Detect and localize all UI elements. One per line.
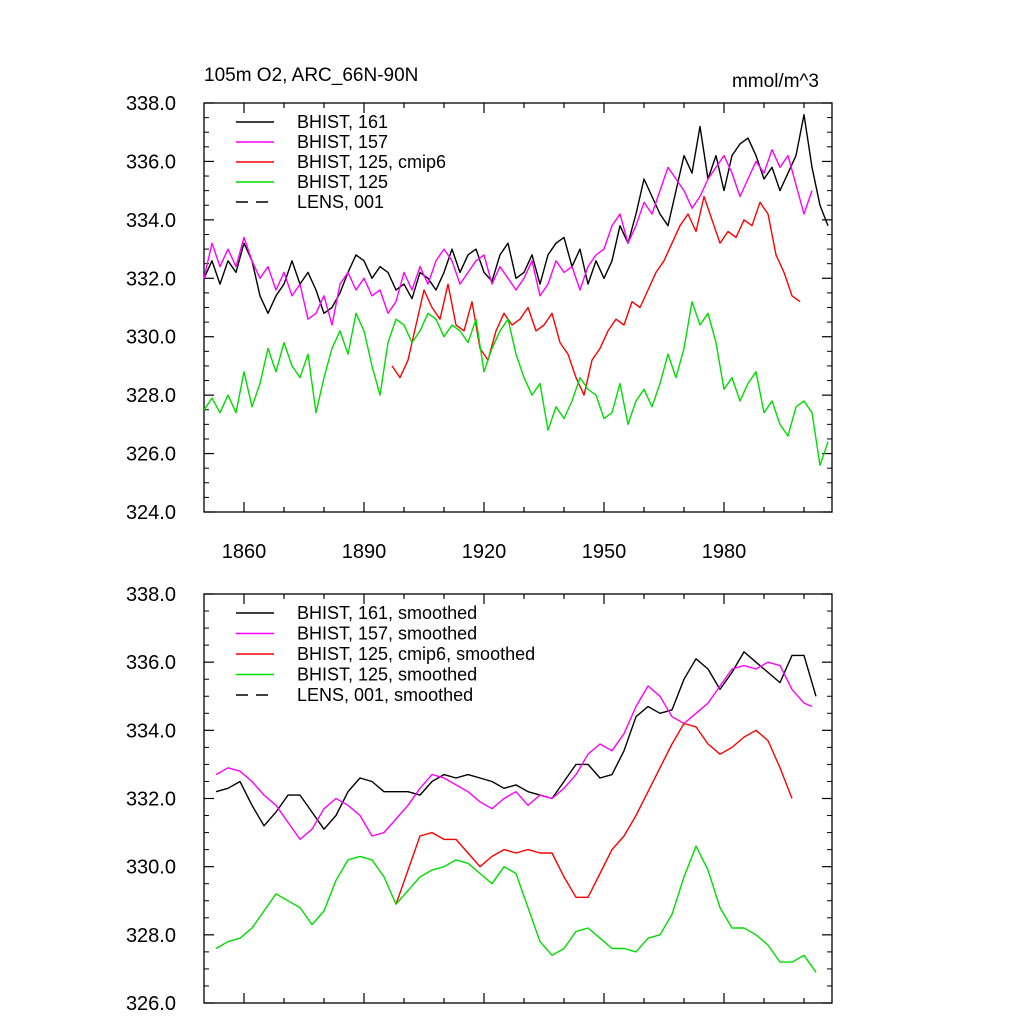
y-tick-label: 332.0 — [126, 268, 176, 290]
x-tick-label: 1980 — [702, 541, 747, 563]
legend-label: BHIST, 125, cmip6, smoothed — [297, 644, 535, 664]
legend-label: LENS, 001, smoothed — [297, 685, 473, 705]
y-tick-label: 334.0 — [126, 720, 176, 742]
series-line — [203, 113, 829, 314]
y-tick-label: 332.0 — [126, 789, 176, 811]
x-tick-label: 1890 — [342, 541, 387, 563]
y-tick-label: 326.0 — [126, 444, 176, 466]
top-title-left: 105m O2, ARC_66N-90N — [204, 65, 418, 86]
legend-label: BHIST, 125, cmip6 — [297, 152, 446, 172]
y-tick-label: 334.0 — [126, 210, 176, 232]
y-tick-label: 336.0 — [126, 151, 176, 173]
legend-label: BHIST, 157, smoothed — [297, 624, 477, 644]
series-line — [395, 722, 793, 905]
top-title-right: mmol/m^3 — [732, 71, 819, 92]
y-tick-label: 338.0 — [126, 584, 176, 606]
x-tick-label: 1920 — [462, 541, 507, 563]
y-tick-label: 330.0 — [126, 327, 176, 349]
series-line — [215, 651, 817, 830]
top-panel: 105m O2, ARC_66N-90N mmol/m^3 324.0 326.0… — [126, 65, 833, 563]
series-line — [203, 148, 813, 326]
y-tick-label: 328.0 — [126, 385, 176, 407]
legend-label: BHIST, 161, smoothed — [297, 603, 477, 623]
legend-label: BHIST, 125 — [297, 172, 388, 192]
series-line — [391, 195, 801, 396]
y-tick-label: 330.0 — [126, 857, 176, 879]
series-line — [203, 301, 829, 466]
legend-label: BHIST, 161 — [297, 112, 388, 132]
legend-label: BHIST, 157 — [297, 132, 388, 152]
legend-label: BHIST, 125, smoothed — [297, 665, 477, 685]
bottom-panel: 326.0 328.0 330.0 332.0 334.0 336.0 338.0 BHIST… — [126, 584, 833, 1015]
y-tick-label: 324.0 — [126, 502, 176, 524]
x-tick-label: 1950 — [582, 541, 627, 563]
y-tick-label: 326.0 — [126, 993, 176, 1015]
y-tick-label: 338.0 — [126, 93, 176, 115]
y-tick-label: 336.0 — [126, 652, 176, 674]
series-line — [215, 661, 813, 841]
x-tick-label: 1860 — [222, 541, 267, 563]
series-line — [215, 845, 817, 973]
y-tick-label: 328.0 — [126, 925, 176, 947]
legend-label: LENS, 001 — [297, 192, 384, 212]
